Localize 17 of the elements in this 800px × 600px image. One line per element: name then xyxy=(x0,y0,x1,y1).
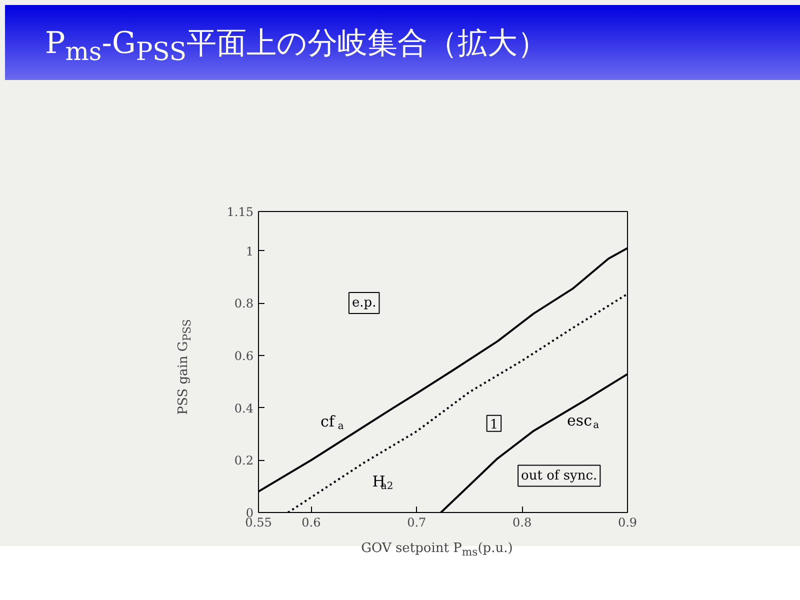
y-tick-label: 0.8 xyxy=(234,296,254,311)
y-tick-label: 0.6 xyxy=(234,348,254,363)
x-tick-label: 0.7 xyxy=(407,516,426,530)
annotation: out of sync. xyxy=(521,468,598,484)
x-tick-label: 0.55 xyxy=(245,516,272,530)
y-tick-label: 0.4 xyxy=(234,401,254,416)
x-tick-label: 0.6 xyxy=(302,516,321,530)
series-label: cfa xyxy=(320,412,344,432)
x-tick-label: 0.9 xyxy=(618,516,638,530)
annotation: e.p. xyxy=(352,296,376,311)
annotation: 1 xyxy=(490,417,498,432)
y-tick-label: 1 xyxy=(246,244,254,258)
y-tick-label: 0.2 xyxy=(234,454,254,468)
y-tick-label: 1.15 xyxy=(226,205,254,219)
chart-title: P$_{ms}$-G$_{PSS}$平面上の分岐集合（拡大） xyxy=(45,25,548,68)
x-axis-title: GOV setpoint P$_{ms}$(p.u.) xyxy=(361,540,513,560)
x-tick-label: 0.8 xyxy=(512,516,532,530)
